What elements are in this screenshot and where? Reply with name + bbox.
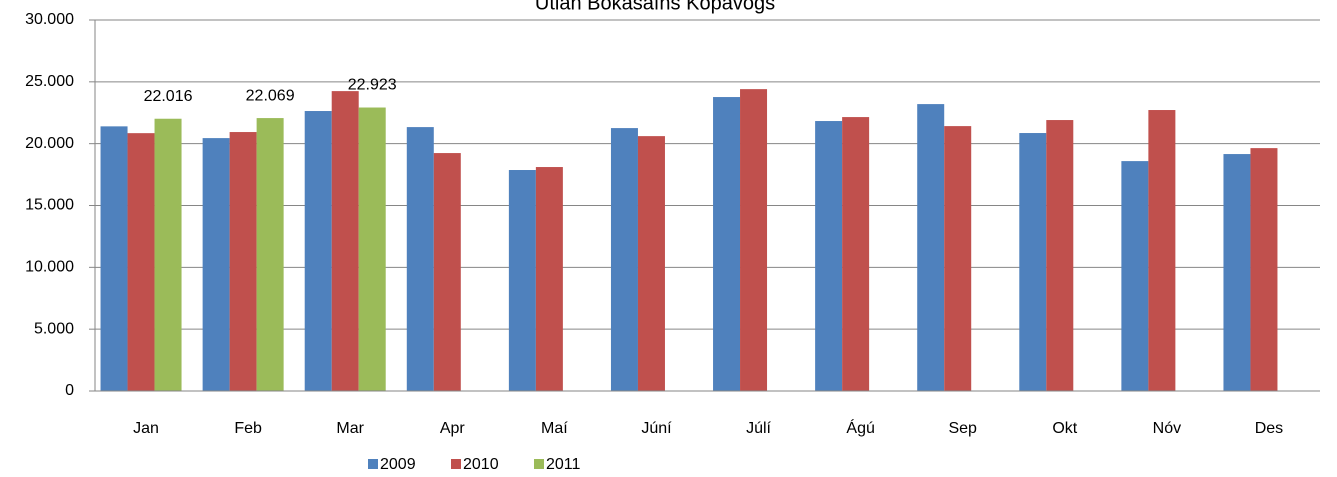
y-tick-label: 15.000 (25, 197, 74, 214)
data-label: 22.923 (348, 77, 397, 94)
y-tick-label: 10.000 (25, 259, 74, 276)
bar (202, 138, 230, 391)
data-label: 22.069 (246, 87, 295, 104)
bar (610, 128, 638, 392)
bar (815, 121, 843, 391)
legend-label: 2011 (546, 456, 581, 473)
x-tick-label: Júlí (746, 420, 771, 437)
bar (1148, 110, 1176, 392)
bar (917, 104, 945, 392)
y-tick-label: 0 (65, 382, 74, 399)
legend-swatch (534, 459, 544, 469)
bar (127, 133, 155, 391)
x-tick-label: Apr (440, 420, 466, 437)
bar (154, 118, 182, 391)
x-tick-label: Jan (133, 420, 159, 437)
bar (944, 126, 972, 391)
legend-swatch (451, 459, 461, 469)
y-tick-label: 25.000 (25, 73, 74, 90)
data-label: 22.016 (144, 88, 193, 105)
bar (713, 97, 741, 391)
y-tick-label: 5.000 (34, 320, 74, 337)
x-tick-label: Maí (541, 420, 568, 437)
x-tick-label: Júní (641, 420, 672, 437)
y-tick-label: 30.000 (25, 11, 74, 28)
x-tick-label: Des (1255, 420, 1283, 437)
bar (1223, 154, 1251, 391)
bar (304, 111, 332, 391)
chart-title: Útlán Bókasafns Kópavogs (535, 0, 775, 14)
bar (100, 126, 128, 391)
x-tick-label: Okt (1052, 420, 1077, 437)
bar (508, 170, 536, 391)
legend-label: 2010 (463, 456, 499, 473)
x-tick-label: Nóv (1153, 420, 1181, 437)
bar (1250, 148, 1278, 391)
x-tick-label: Mar (336, 420, 364, 437)
y-tick-label: 20.000 (25, 135, 74, 152)
bar (1121, 161, 1149, 391)
x-tick-label: Sep (948, 420, 977, 437)
bar (740, 89, 768, 391)
legend-swatch (368, 459, 378, 469)
bar (256, 118, 284, 392)
bar (433, 153, 461, 391)
bar (535, 167, 563, 391)
bar (1019, 133, 1047, 392)
bar (842, 117, 870, 391)
bar (637, 136, 665, 391)
x-tick-label: Ágú (846, 418, 874, 437)
bar (229, 132, 257, 392)
bar (1046, 120, 1074, 392)
bar (358, 107, 386, 392)
x-tick-label: Feb (234, 420, 262, 437)
bar (406, 127, 434, 391)
legend-label: 2009 (380, 456, 416, 473)
bar (331, 91, 359, 391)
